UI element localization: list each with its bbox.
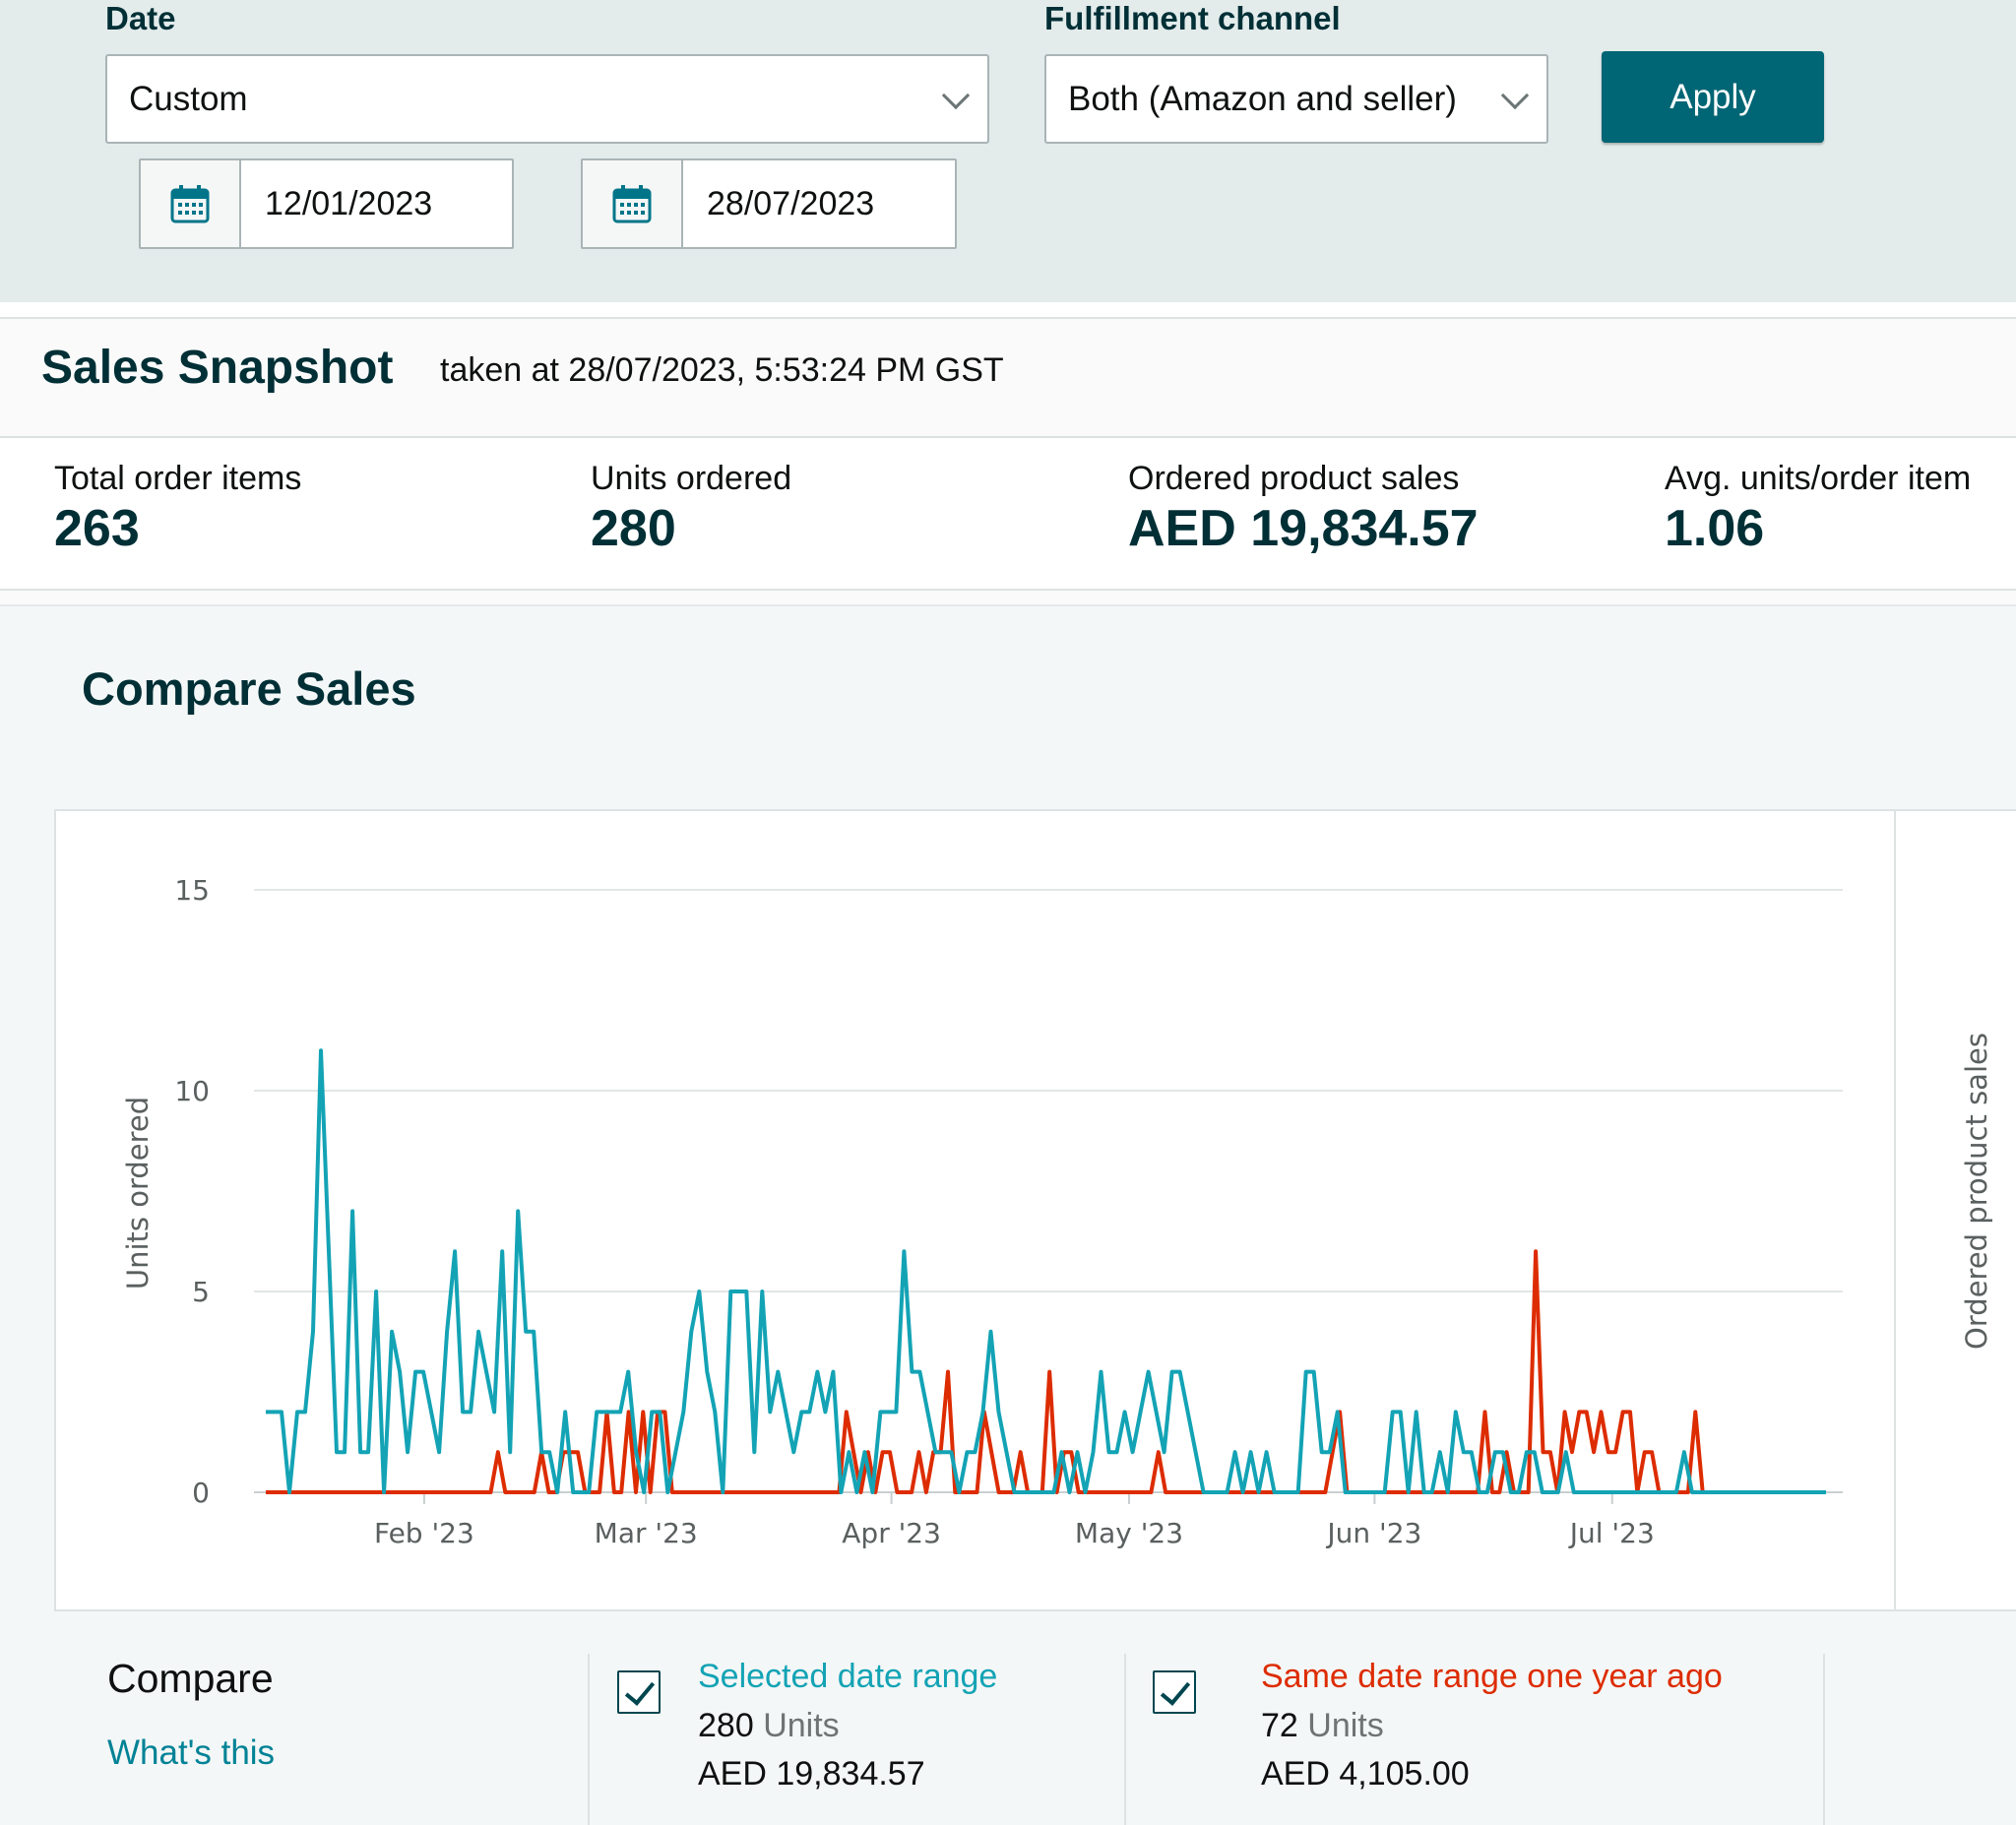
compare-legend-title: Compare xyxy=(107,1656,274,1701)
selected-range-units: 280 Units xyxy=(698,1707,840,1745)
apply-button[interactable]: Apply xyxy=(1602,51,1824,143)
start-date-value: 12/01/2023 xyxy=(265,184,433,222)
x-tick-label: Feb '23 xyxy=(374,1517,474,1549)
fulfillment-channel-label: Fulfillment channel xyxy=(1044,0,1341,36)
legend-divider xyxy=(588,1654,590,1825)
units-suffix: Units xyxy=(1307,1707,1384,1744)
metric-label-units-ordered: Units ordered xyxy=(591,460,792,497)
metric-value-units-ordered: 280 xyxy=(591,500,676,557)
start-date-field[interactable]: 12/01/2023 xyxy=(139,158,514,249)
metric-value-ordered-product-sales: AED 19,834.57 xyxy=(1128,500,1479,557)
calendar-icon[interactable] xyxy=(141,160,241,247)
selected-range-line xyxy=(266,1048,1826,1494)
metric-value-avg-units-per-order-item: 1.06 xyxy=(1665,500,1765,557)
end-date-value: 28/07/2023 xyxy=(707,184,875,222)
metric-label-ordered-product-sales: Ordered product sales xyxy=(1128,460,1460,497)
filter-bar xyxy=(0,0,2016,302)
snapshot-timestamp: taken at 28/07/2023, 5:53:24 PM GST xyxy=(440,351,1004,389)
last-year-label: Same date range one year ago xyxy=(1261,1658,1723,1695)
fulfillment-channel-value: Both (Amazon and seller) xyxy=(1068,79,1457,118)
y-tick-label: 5 xyxy=(192,1276,210,1308)
fulfillment-channel-select[interactable]: Both (Amazon and seller) xyxy=(1044,54,1548,144)
legend-divider xyxy=(1124,1654,1126,1825)
y-tick-label: 15 xyxy=(174,874,210,907)
section-divider xyxy=(0,589,2016,606)
y-axis-label: Units ordered xyxy=(121,1097,155,1290)
metric-label-total-order-items: Total order items xyxy=(54,460,302,497)
selected-range-checkbox[interactable] xyxy=(617,1670,661,1714)
x-tick-label: Jul '23 xyxy=(1568,1517,1655,1549)
date-range-value: Custom xyxy=(129,79,248,118)
date-label: Date xyxy=(105,0,176,36)
end-date-field[interactable]: 28/07/2023 xyxy=(581,158,957,249)
compare-title: Compare Sales xyxy=(82,662,416,715)
metric-value-total-order-items: 263 xyxy=(54,500,140,557)
x-tick-label: Apr '23 xyxy=(842,1517,941,1549)
legend-divider xyxy=(1823,1654,1825,1825)
last-year-checkbox[interactable] xyxy=(1153,1670,1196,1714)
snapshot-header xyxy=(0,317,2016,438)
y-tick-label: 10 xyxy=(174,1075,210,1107)
x-tick-label: Mar '23 xyxy=(595,1517,698,1549)
y2-axis-label: Ordered product sales xyxy=(1960,1033,1993,1350)
whats-this-link[interactable]: What's this xyxy=(107,1733,276,1772)
axis-ticks: 0 5 10 15 Feb '23 Mar '23 Apr '23 May '23 Jun '2… xyxy=(174,874,1654,1549)
y-tick-label: 0 xyxy=(192,1477,210,1509)
chart-divider xyxy=(1894,811,1896,1610)
snapshot-title: Sales Snapshot xyxy=(41,342,394,394)
last-year-line xyxy=(266,1249,1826,1494)
x-tick-label: May '23 xyxy=(1075,1517,1183,1549)
selected-range-units-value: 280 xyxy=(698,1707,754,1744)
units-suffix: Units xyxy=(763,1707,840,1744)
selected-range-label: Selected date range xyxy=(698,1658,998,1695)
selected-range-sales: AED 19,834.57 xyxy=(698,1755,925,1793)
last-year-sales: AED 4,105.00 xyxy=(1261,1755,1470,1793)
last-year-units: 72 Units xyxy=(1261,1707,1384,1745)
x-tick-label: Jun '23 xyxy=(1325,1517,1421,1549)
calendar-icon[interactable] xyxy=(583,160,683,247)
date-range-select[interactable]: Custom xyxy=(105,54,989,144)
metric-label-avg-units-per-order-item: Avg. units/order item xyxy=(1665,460,1972,497)
series-lines xyxy=(266,1048,1826,1494)
last-year-units-value: 72 xyxy=(1261,1707,1298,1744)
